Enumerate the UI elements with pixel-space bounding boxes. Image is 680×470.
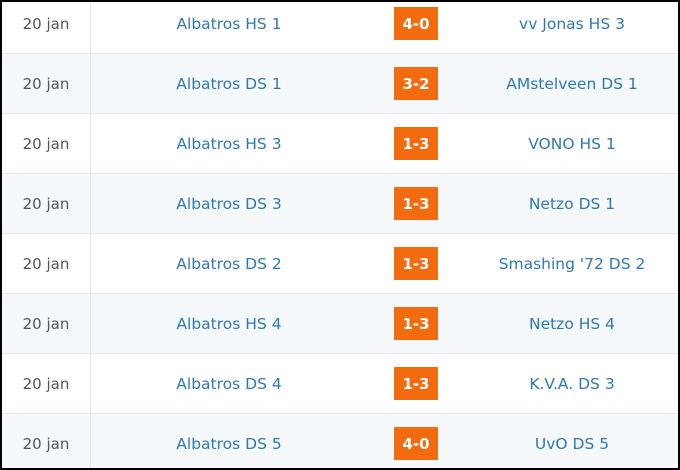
home-team-link[interactable]: Albatros DS 1 bbox=[176, 74, 282, 93]
match-date: 20 jan bbox=[2, 414, 91, 468]
table-row: 20 jan Albatros DS 1 3-2 AMstelveen DS 1 bbox=[2, 54, 678, 114]
match-date: 20 jan bbox=[2, 2, 91, 53]
table-row: 20 jan Albatros DS 4 1-3 K.V.A. DS 3 bbox=[2, 354, 678, 414]
table-row: 20 jan Albatros DS 5 4-0 UvO DS 5 bbox=[2, 414, 678, 468]
away-team-link[interactable]: Netzo HS 4 bbox=[528, 314, 616, 333]
match-date: 20 jan bbox=[2, 114, 91, 173]
score-badge[interactable]: 3-2 bbox=[394, 67, 438, 100]
score-badge[interactable]: 1-3 bbox=[394, 247, 438, 280]
table-row: 20 jan Albatros DS 2 1-3 Smashing '72 DS… bbox=[2, 234, 678, 294]
match-date: 20 jan bbox=[2, 294, 91, 353]
table-row: 20 jan Albatros HS 3 1-3 VONO HS 1 bbox=[2, 114, 678, 174]
away-team-link[interactable]: Smashing '72 DS 2 bbox=[498, 254, 646, 273]
away-team-link[interactable]: Netzo DS 1 bbox=[528, 194, 616, 213]
home-team-link[interactable]: Albatros DS 4 bbox=[176, 374, 282, 393]
score-badge[interactable]: 1-3 bbox=[394, 187, 438, 220]
match-date: 20 jan bbox=[2, 354, 91, 413]
match-date: 20 jan bbox=[2, 174, 91, 233]
home-team-link[interactable]: Albatros HS 1 bbox=[176, 14, 282, 33]
home-team-link[interactable]: Albatros DS 2 bbox=[176, 254, 282, 273]
score-badge[interactable]: 1-3 bbox=[394, 307, 438, 340]
away-team-link[interactable]: K.V.A. DS 3 bbox=[529, 374, 615, 393]
score-badge[interactable]: 1-3 bbox=[394, 127, 438, 160]
score-badge[interactable]: 1-3 bbox=[394, 367, 438, 400]
home-team-link[interactable]: Albatros DS 5 bbox=[176, 434, 282, 453]
home-team-link[interactable]: Albatros DS 3 bbox=[176, 194, 282, 213]
away-team-link[interactable]: AMstelveen DS 1 bbox=[506, 74, 638, 93]
match-date: 20 jan bbox=[2, 54, 91, 113]
score-badge[interactable]: 4-0 bbox=[394, 7, 438, 40]
away-team-link[interactable]: vv Jonas HS 3 bbox=[519, 14, 625, 33]
away-team-link[interactable]: UvO DS 5 bbox=[534, 434, 610, 453]
score-badge[interactable]: 4-0 bbox=[394, 427, 438, 460]
home-team-link[interactable]: Albatros HS 3 bbox=[176, 134, 282, 153]
table-row: 20 jan Albatros DS 3 1-3 Netzo DS 1 bbox=[2, 174, 678, 234]
away-team-link[interactable]: VONO HS 1 bbox=[528, 134, 616, 153]
match-date: 20 jan bbox=[2, 234, 91, 293]
table-row: 20 jan Albatros HS 4 1-3 Netzo HS 4 bbox=[2, 294, 678, 354]
table-row: 20 jan Albatros HS 1 4-0 vv Jonas HS 3 bbox=[2, 2, 678, 54]
home-team-link[interactable]: Albatros HS 4 bbox=[176, 314, 282, 333]
